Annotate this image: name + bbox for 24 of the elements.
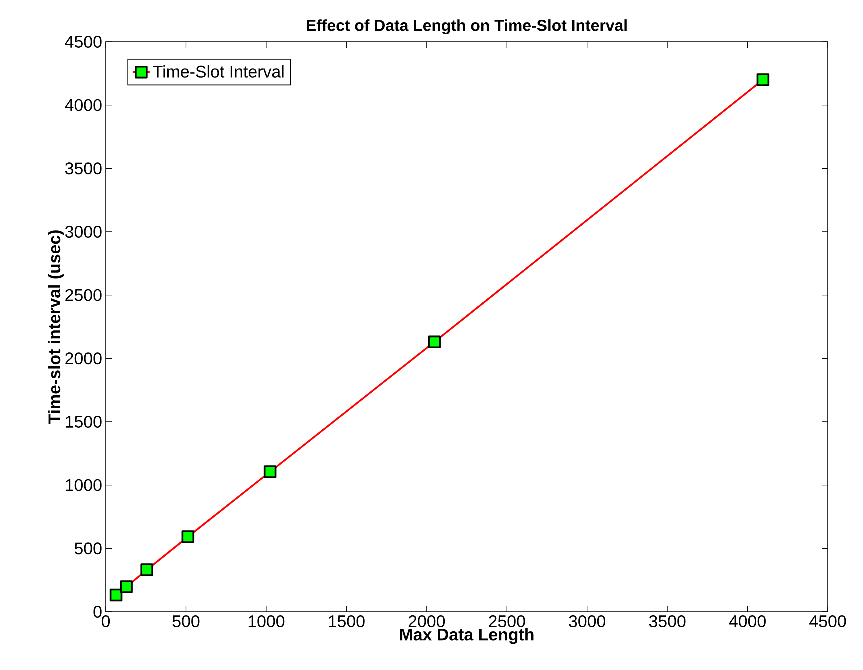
y-tick-label: 2500 (66, 289, 102, 302)
y-tick-label: 4000 (65, 99, 102, 112)
x-tick-label: 500 (172, 616, 200, 628)
y-axis-title: Time-slot interval (usec) (48, 230, 64, 424)
legend-label: Time-Slot Interval (153, 65, 284, 78)
x-tick-label: 4500 (810, 616, 846, 628)
y-tick-label: 4500 (65, 36, 102, 48)
x-axis-title: Max Data Length (400, 628, 534, 644)
x-tick-label: 2500 (489, 616, 526, 628)
x-tick-label: 4000 (729, 616, 766, 628)
x-tick-label: 1000 (248, 616, 285, 628)
y-tick-label: 1000 (66, 479, 102, 492)
chart-title: Effect of Data Length on Time-Slot Interval (307, 20, 627, 34)
x-tick-label: 1500 (329, 616, 365, 628)
y-tick-label: 3500 (65, 162, 102, 175)
x-tick-label: 0 (102, 616, 110, 628)
y-tick-label: 2000 (66, 352, 102, 365)
x-tick-label: 3500 (649, 616, 686, 628)
x-tick-label: 3000 (569, 616, 606, 628)
y-tick-label: 500 (74, 542, 102, 555)
y-tick-label: 0 (94, 606, 102, 618)
x-tick-label: 2000 (408, 616, 446, 628)
y-tick-label: 1500 (66, 416, 102, 428)
y-tick-label: 3000 (65, 226, 102, 238)
